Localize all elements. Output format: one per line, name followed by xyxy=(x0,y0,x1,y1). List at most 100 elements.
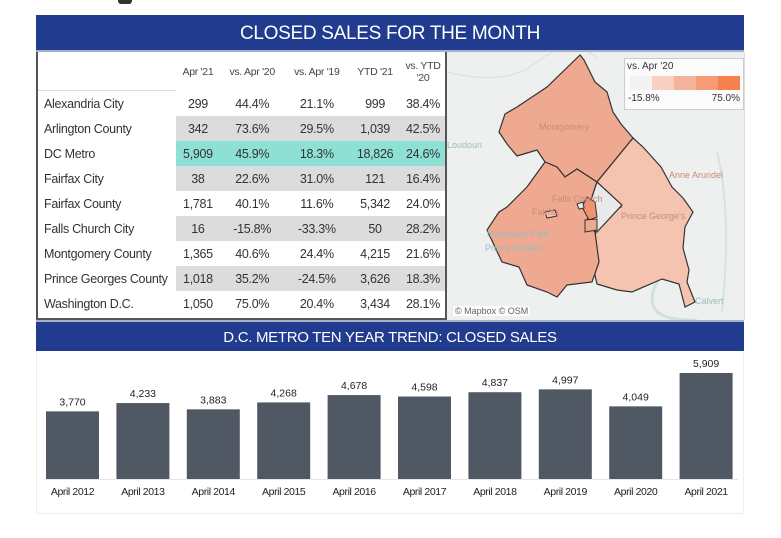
column-header-ytd21: YTD '21 xyxy=(357,65,393,78)
table-row[interactable]: Alexandria City 299 44.4% 21.1% 999 38.4% xyxy=(38,91,445,116)
cell-ytd21: 5,342 xyxy=(360,196,390,211)
data-label: 4,233 xyxy=(130,388,156,400)
region-falls-church[interactable] xyxy=(576,201,585,210)
data-label: 5,909 xyxy=(693,358,719,370)
x-tick-label: April 2017 xyxy=(403,486,447,498)
legend-swatch xyxy=(718,76,740,90)
cell-ytd21: 3,626 xyxy=(349,266,401,291)
table-row[interactable]: Falls Church City 16 -15.8% -33.3% 50 28.2% xyxy=(38,216,445,241)
cell-ytd21: 1,039 xyxy=(349,116,401,141)
x-tick-label: April 2020 xyxy=(614,486,658,498)
row-area-name: Prince Georges County xyxy=(44,271,168,286)
data-label: 4,837 xyxy=(482,377,508,389)
data-label: 4,049 xyxy=(623,391,649,403)
cell-vs-ytd20: 42.5% xyxy=(401,116,445,141)
cell-vs-ytd20: 21.6% xyxy=(406,246,440,261)
x-tick-label: April 2019 xyxy=(544,486,588,498)
bar-april-2019[interactable] xyxy=(538,389,592,479)
region-fairfax-city[interactable] xyxy=(544,209,558,219)
x-tick-label: April 2014 xyxy=(192,486,236,498)
map-attribution[interactable]: © Mapbox © OSM xyxy=(453,306,531,316)
row-area-name: Falls Church City xyxy=(44,221,135,236)
bar-april-2018[interactable] xyxy=(468,392,522,479)
map-label-prince-william: Prince William xyxy=(485,243,543,253)
closed-sales-table-panel: Apr '21 vs. Apr '20 vs. Apr '19 YTD '21 … xyxy=(36,52,447,320)
map-label-loudoun: Loudoun xyxy=(447,140,483,150)
cell-vs-apr20: 22.6% xyxy=(219,166,285,191)
row-area-name: Fairfax City xyxy=(44,171,104,186)
bar-april-2017[interactable] xyxy=(398,396,451,479)
table-row[interactable]: Arlington County 342 73.6% 29.5% 1,039 42.5% xyxy=(38,116,445,141)
cell-vs-apr19: -24.5% xyxy=(284,266,350,291)
cell-vs-apr20: -15.8% xyxy=(219,216,285,241)
cell-ytd21: 4,215 xyxy=(360,246,390,261)
table-row[interactable]: Washington D.C. 1,050 75.0% 20.4% 3,434 28.1% xyxy=(38,291,445,316)
map-label-montgomery: Montgomery xyxy=(539,122,590,132)
region-alexandria[interactable] xyxy=(584,218,598,233)
cell-vs-ytd20: 16.4% xyxy=(401,166,445,191)
map-label-fairfax: Fairfax xyxy=(532,207,560,217)
cell-vs-apr19: 11.6% xyxy=(300,196,334,211)
cell-ytd21: 999 xyxy=(365,96,386,111)
data-label: 4,598 xyxy=(411,382,437,394)
cell-apr21: 38 xyxy=(176,166,220,191)
cell-ytd21: 3,434 xyxy=(360,296,390,311)
x-tick-label: April 2012 xyxy=(51,486,95,498)
table-row[interactable]: DC Metro 5,909 45.9% 18.3% 18,826 24.6% xyxy=(38,141,445,166)
bar-april-2012[interactable] xyxy=(46,411,99,479)
cell-vs-ytd20: 24.0% xyxy=(406,196,440,211)
table-row[interactable]: Fairfax City 38 22.6% 31.0% 121 16.4% xyxy=(38,166,445,191)
cell-vs-apr19: -33.3% xyxy=(284,216,350,241)
column-header-area xyxy=(38,52,176,91)
cell-apr21: 16 xyxy=(176,216,220,241)
cell-ytd21: 18,826 xyxy=(349,141,401,166)
cell-apr21: 1,365 xyxy=(183,246,213,261)
cell-vs-apr20: 75.0% xyxy=(235,296,270,311)
bar-april-2015[interactable] xyxy=(257,402,311,479)
x-tick-label: April 2013 xyxy=(121,486,165,498)
data-label: 3,770 xyxy=(59,396,85,408)
column-header-apr21: Apr '21 xyxy=(182,65,214,78)
legend-swatch xyxy=(696,76,718,90)
data-label: 3,883 xyxy=(200,394,226,406)
cell-vs-ytd20: 18.3% xyxy=(401,266,445,291)
map-svg[interactable] xyxy=(447,52,744,320)
bar-april-2021[interactable] xyxy=(679,373,733,479)
column-header-vs-ytd20: vs. YTD '20 xyxy=(405,59,441,84)
map-legend: vs. Apr '20 -15.8% 75.0% xyxy=(624,58,744,110)
table-row[interactable]: Montgomery County 1,365 40.6% 24.4% 4,215 21.… xyxy=(38,241,445,266)
cell-apr21: 1,018 xyxy=(176,266,220,291)
legend-color-ramp xyxy=(630,76,740,90)
bar-april-2016[interactable] xyxy=(327,395,381,479)
cell-vs-apr20: 73.6% xyxy=(219,116,285,141)
bar-april-2014[interactable] xyxy=(186,409,240,479)
choropleth-map[interactable]: Montgomery Loudoun Anne Arundel Falls Ch… xyxy=(447,52,745,320)
table-header-row: Apr '21 vs. Apr '20 vs. Apr '19 YTD '21 … xyxy=(38,52,445,91)
table-row[interactable]: Prince Georges County 1,018 35.2% -24.5% 3,6… xyxy=(38,266,445,291)
closed-sales-header: CLOSED SALES FOR THE MONTH xyxy=(36,15,744,52)
map-label-manassas-park: Manassas Park xyxy=(487,229,550,239)
cell-apr21: 1,781 xyxy=(183,196,213,211)
data-label: 4,268 xyxy=(271,387,297,399)
bar-april-2013[interactable] xyxy=(116,403,170,479)
row-area-name: DC Metro xyxy=(44,146,96,161)
cell-vs-apr20: 35.2% xyxy=(219,266,285,291)
x-tick-label: April 2015 xyxy=(262,486,306,498)
bar-april-2020[interactable] xyxy=(609,406,663,479)
region-fairfax-county[interactable] xyxy=(486,161,600,298)
x-tick-label: April 2016 xyxy=(332,486,376,498)
map-label-calvert: Calvert xyxy=(695,296,724,306)
legend-swatch xyxy=(652,76,674,90)
x-tick-label: April 2018 xyxy=(473,486,517,498)
ten-year-trend-chart: 3,770 April 2012 4,233 April 2013 3,883 April… xyxy=(36,351,744,514)
cell-apr21: 1,050 xyxy=(183,296,213,311)
cell-vs-ytd20: 28.1% xyxy=(406,296,440,311)
cell-vs-ytd20: 28.2% xyxy=(401,216,445,241)
legend-min: -15.8% xyxy=(628,93,660,104)
legend-swatch xyxy=(674,76,696,90)
cell-apr21: 299 xyxy=(187,96,208,111)
legend-title: vs. Apr '20 xyxy=(627,61,674,72)
ten-year-trend-header: D.C. METRO TEN YEAR TREND: CLOSED SALES xyxy=(36,320,744,351)
table-row[interactable]: Fairfax County 1,781 40.1% 11.6% 5,342 24.0% xyxy=(38,191,445,216)
closed-sales-table: Apr '21 vs. Apr '20 vs. Apr '19 YTD '21 … xyxy=(38,52,445,316)
